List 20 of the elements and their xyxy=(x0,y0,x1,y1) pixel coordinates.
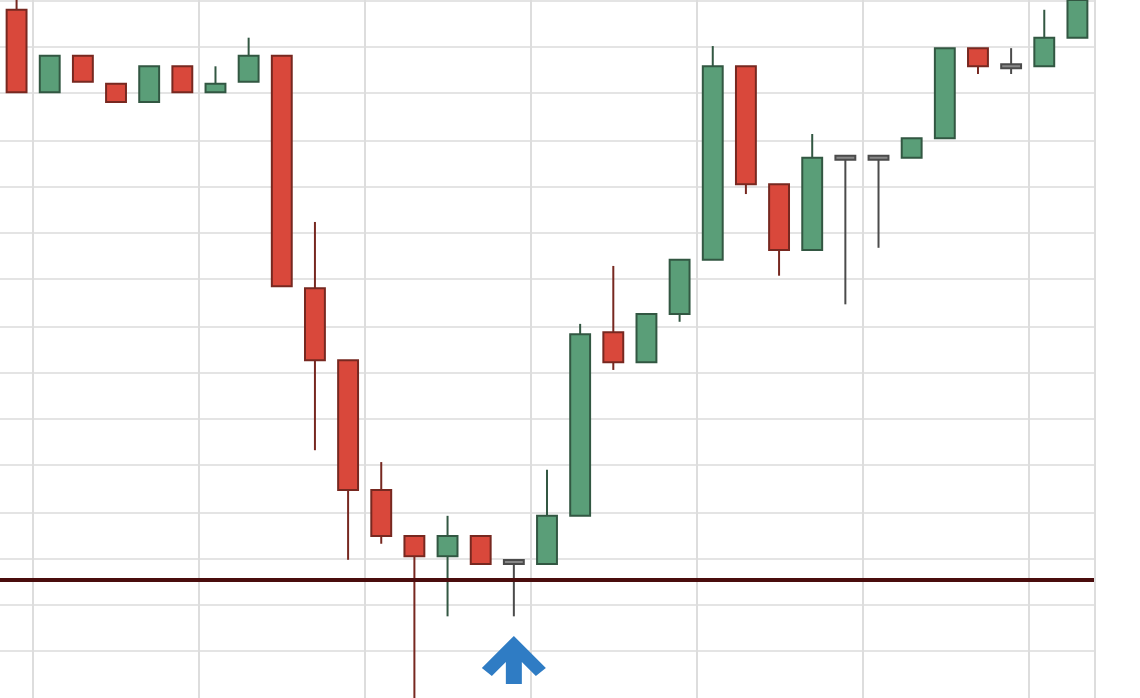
candlestick xyxy=(171,65,194,94)
candlestick xyxy=(502,558,525,618)
candlestick xyxy=(1066,0,1089,39)
candlestick xyxy=(237,36,260,83)
candlestick xyxy=(38,54,61,94)
candlestick xyxy=(436,514,459,618)
candlestick xyxy=(1000,47,1023,75)
candlestick xyxy=(138,65,161,103)
candlestick xyxy=(403,535,426,698)
candlestick xyxy=(370,461,393,545)
candlestick xyxy=(900,137,923,159)
candlestick xyxy=(71,54,94,83)
candlestick xyxy=(1033,8,1056,68)
candlestick xyxy=(867,154,890,249)
candlestick xyxy=(204,65,227,94)
candlestick xyxy=(105,82,127,103)
candlestick xyxy=(602,264,625,371)
candlestick xyxy=(834,154,857,306)
candlestick xyxy=(469,535,492,565)
candlestick xyxy=(967,47,989,75)
